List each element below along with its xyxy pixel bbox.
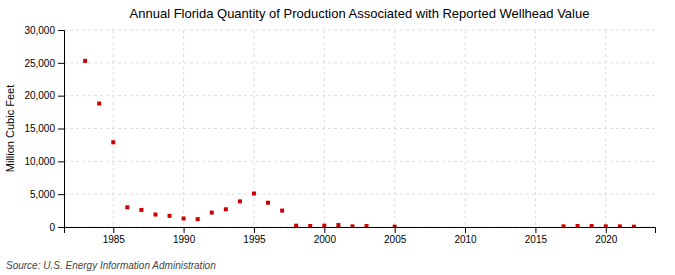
x-tick-label: 2005: [384, 234, 407, 245]
point: [294, 224, 298, 227]
y-tick-label: 5,000: [30, 189, 55, 200]
x-tick-label: 2015: [525, 234, 548, 245]
x-tick-label: 1990: [173, 234, 196, 245]
x-tick-label: 2020: [595, 234, 618, 245]
point: [111, 140, 115, 144]
grid-line: [465, 30, 466, 227]
point: [632, 225, 636, 227]
y-tick-label: 15,000: [24, 123, 55, 134]
point: [224, 207, 228, 211]
point: [336, 223, 340, 227]
y-tick: 15,000: [24, 123, 64, 134]
y-tick: 0: [49, 222, 64, 233]
grid-line: [64, 95, 655, 96]
point: [280, 209, 284, 213]
x-tick: 2015: [525, 227, 548, 245]
x-axis-line: [65, 228, 656, 234]
x-tick: 1995: [243, 227, 266, 245]
point: [322, 224, 326, 227]
point: [83, 59, 87, 63]
grid: [64, 30, 655, 227]
y-axis: 0 5,000 10,000 15,000 20,000 25,000 30,000: [24, 25, 64, 233]
point: [365, 224, 369, 227]
x-tick-mark: [535, 227, 536, 233]
y-tick-mark: [58, 161, 64, 162]
x-tick: 2010: [454, 227, 477, 245]
y-tick-label: 0: [49, 222, 55, 233]
point: [576, 224, 580, 227]
x-tick-label: 1985: [103, 234, 126, 245]
points: [83, 59, 636, 227]
x-tick-mark: [395, 227, 396, 233]
x-axis: 1985 1990 1995 2000 2005 2010 2015 2020: [65, 227, 656, 245]
point: [252, 192, 256, 196]
y-tick-label: 20,000: [24, 90, 55, 101]
title: Annual Florida Quantity of Production As…: [130, 6, 590, 21]
y-axis-title: Million Cubic Feet: [4, 85, 16, 172]
grid-line: [64, 128, 655, 129]
y-tick: 5,000: [30, 189, 64, 200]
y-tick-mark: [58, 63, 64, 64]
grid-line: [64, 161, 655, 162]
chart: 1985 1990 1995 2000 2005 2010 2015 2020 0 5,000 10…: [0, 0, 675, 275]
x-tick-mark: [324, 227, 325, 233]
y-tick-label: 10,000: [24, 156, 55, 167]
point: [153, 213, 157, 217]
y-tick: 20,000: [24, 90, 64, 101]
x-tick-mark: [184, 227, 185, 233]
y-axis-line: [58, 31, 65, 228]
y-tick: 30,000: [24, 25, 64, 36]
grid-line: [535, 30, 536, 227]
point: [604, 224, 608, 227]
point: [266, 201, 270, 205]
grid-line: [253, 30, 254, 227]
point: [97, 102, 101, 106]
point: [308, 224, 312, 227]
x-tick: 2000: [314, 227, 337, 245]
point: [350, 224, 354, 227]
x-tick-label: 2000: [314, 234, 337, 245]
point: [196, 217, 200, 221]
source-note: Source: U.S. Energy Information Administ…: [6, 260, 216, 271]
point: [618, 224, 622, 227]
grid-line: [64, 194, 655, 195]
x-tick-mark: [113, 227, 114, 233]
x-tick-mark: [254, 227, 255, 233]
grid-line: [183, 30, 184, 227]
point: [210, 211, 214, 215]
grid-line: [64, 62, 655, 63]
point: [182, 216, 186, 220]
y-tick-mark: [58, 227, 64, 228]
x-tick: 2020: [595, 227, 618, 245]
point: [393, 225, 397, 227]
point: [590, 224, 594, 227]
point: [139, 208, 143, 212]
y-tick-mark: [58, 96, 64, 97]
point: [238, 199, 242, 203]
x-tick: 1985: [103, 227, 126, 245]
x-tick: 2005: [384, 227, 407, 245]
x-tick-label: 1995: [243, 234, 266, 245]
y-tick-mark: [58, 194, 64, 195]
y-tick-label: 30,000: [24, 25, 55, 36]
x-tick-mark: [606, 227, 607, 233]
point: [168, 214, 172, 218]
y-tick-mark: [58, 30, 64, 31]
y-tick: 10,000: [24, 156, 64, 167]
grid-line: [64, 30, 655, 31]
point: [562, 224, 566, 227]
x-tick: 1990: [173, 227, 196, 245]
plot: 1985 1990 1995 2000 2005 2010 2015 2020 0 5,000 10…: [24, 25, 655, 245]
y-tick: 25,000: [24, 58, 64, 69]
x-tick-mark: [465, 227, 466, 233]
y-tick-mark: [58, 129, 64, 130]
point: [125, 205, 129, 209]
x-tick-label: 2010: [454, 234, 477, 245]
y-tick-label: 25,000: [24, 58, 55, 69]
